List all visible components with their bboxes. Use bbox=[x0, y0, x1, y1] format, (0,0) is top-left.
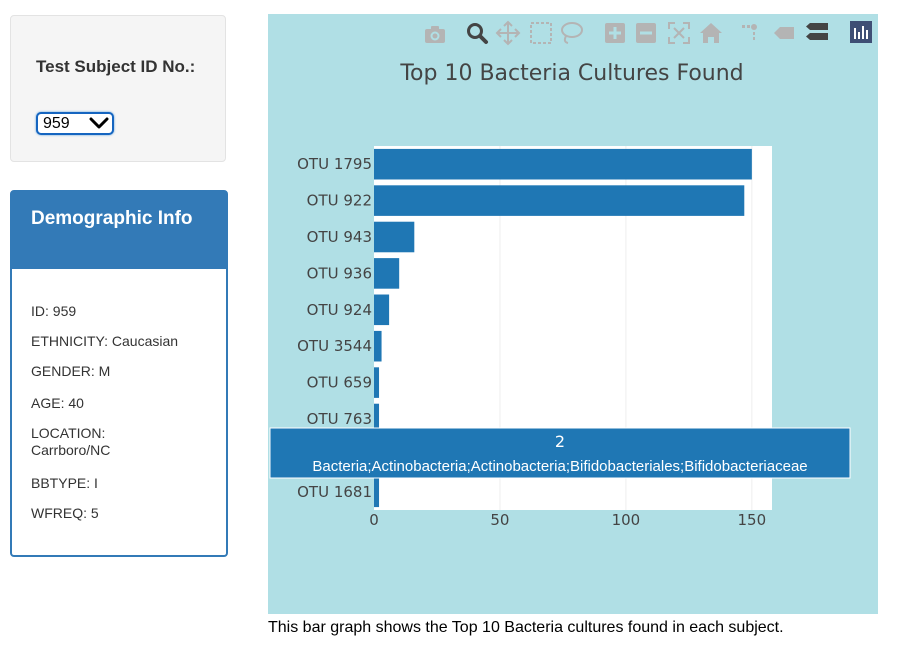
bar[interactable] bbox=[374, 367, 380, 398]
spike-lines-icon[interactable] bbox=[742, 24, 757, 40]
bar[interactable] bbox=[374, 476, 380, 508]
demo-bbtype: BBTYPE: I bbox=[31, 475, 98, 491]
zoom-icon[interactable] bbox=[467, 23, 488, 44]
hover-compare-icon[interactable] bbox=[806, 23, 828, 40]
plotly-logo-icon[interactable] bbox=[850, 21, 872, 43]
y-tick-label: OTU 1795 bbox=[297, 155, 372, 173]
subject-selector-panel: Test Subject ID No.: 959 bbox=[10, 15, 226, 162]
bar[interactable] bbox=[374, 403, 380, 435]
bar-chart: Top 10 Bacteria Cultures Found OTU 1795 O… bbox=[268, 14, 878, 614]
hover-tooltip: 2 Bacteria;Actinobacteria;Actinobacteria… bbox=[269, 427, 851, 479]
bar[interactable] bbox=[374, 148, 752, 180]
bar[interactable] bbox=[374, 330, 382, 362]
x-axis-ticks: 0 50 100 150 bbox=[369, 511, 766, 529]
demo-age: AGE: 40 bbox=[31, 395, 84, 411]
zoom-in-icon[interactable] bbox=[605, 23, 625, 43]
box-select-icon[interactable] bbox=[530, 22, 552, 44]
reset-axes-icon[interactable] bbox=[700, 23, 722, 43]
demographic-info-heading: Demographic Info bbox=[12, 192, 226, 269]
demo-gender: GENDER: M bbox=[31, 363, 111, 379]
lasso-icon[interactable] bbox=[561, 22, 583, 44]
tooltip-text: Bacteria;Actinobacteria;Actinobacteria;B… bbox=[312, 458, 807, 475]
autoscale-icon[interactable] bbox=[668, 22, 690, 44]
chart-caption: This bar graph shows the Top 10 Bacteria… bbox=[268, 619, 784, 636]
demo-id: ID: 959 bbox=[31, 303, 77, 319]
modebar bbox=[425, 20, 872, 46]
hover-closest-icon[interactable] bbox=[774, 27, 794, 39]
pan-icon[interactable] bbox=[495, 20, 521, 46]
bars bbox=[374, 148, 752, 508]
y-tick-label: OTU 924 bbox=[307, 301, 372, 319]
x-tick-label: 150 bbox=[738, 511, 767, 529]
demo-wfreq: WFREQ: 5 bbox=[31, 505, 99, 521]
chevron-down-icon bbox=[89, 116, 109, 136]
subject-id-selected-value: 959 bbox=[43, 115, 70, 132]
bar[interactable] bbox=[374, 294, 390, 326]
demo-location: LOCATION: Carrboro/NC bbox=[31, 425, 111, 458]
bar[interactable] bbox=[374, 258, 400, 289]
tooltip-value: 2 bbox=[555, 432, 565, 451]
camera-icon[interactable] bbox=[425, 26, 445, 43]
bar[interactable] bbox=[374, 221, 415, 253]
y-tick-label: OTU 936 bbox=[307, 264, 372, 282]
y-tick-label: OTU 659 bbox=[307, 374, 372, 392]
subject-id-select[interactable]: 959 bbox=[36, 112, 114, 135]
y-tick-label: OTU 763 bbox=[307, 410, 372, 428]
demographic-info-title: Demographic Info bbox=[31, 208, 193, 229]
demo-ethnicity: ETHNICITY: Caucasian bbox=[31, 333, 179, 349]
zoom-out-icon[interactable] bbox=[636, 23, 656, 43]
x-tick-label: 50 bbox=[490, 511, 509, 529]
subject-id-label: Test Subject ID No.: bbox=[36, 57, 196, 76]
demographic-info-panel: Demographic Info ID: 959 ETHNICITY: Cauc… bbox=[10, 190, 228, 557]
y-tick-label: OTU 3544 bbox=[297, 337, 372, 355]
chart-title: Top 10 Bacteria Cultures Found bbox=[399, 61, 743, 86]
y-axis-labels: OTU 1795 OTU 922 OTU 943 OTU 936 OTU 924 OTU … bbox=[297, 155, 372, 501]
x-tick-label: 0 bbox=[369, 511, 379, 529]
bar-chart-svg: Top 10 Bacteria Cultures Found OTU 1795O… bbox=[269, 20, 872, 529]
y-tick-label: OTU 922 bbox=[307, 192, 372, 210]
bar[interactable] bbox=[374, 185, 745, 216]
y-tick-label: OTU 943 bbox=[307, 228, 372, 246]
x-tick-label: 100 bbox=[612, 511, 641, 529]
y-tick-label: OTU 1681 bbox=[297, 483, 372, 501]
